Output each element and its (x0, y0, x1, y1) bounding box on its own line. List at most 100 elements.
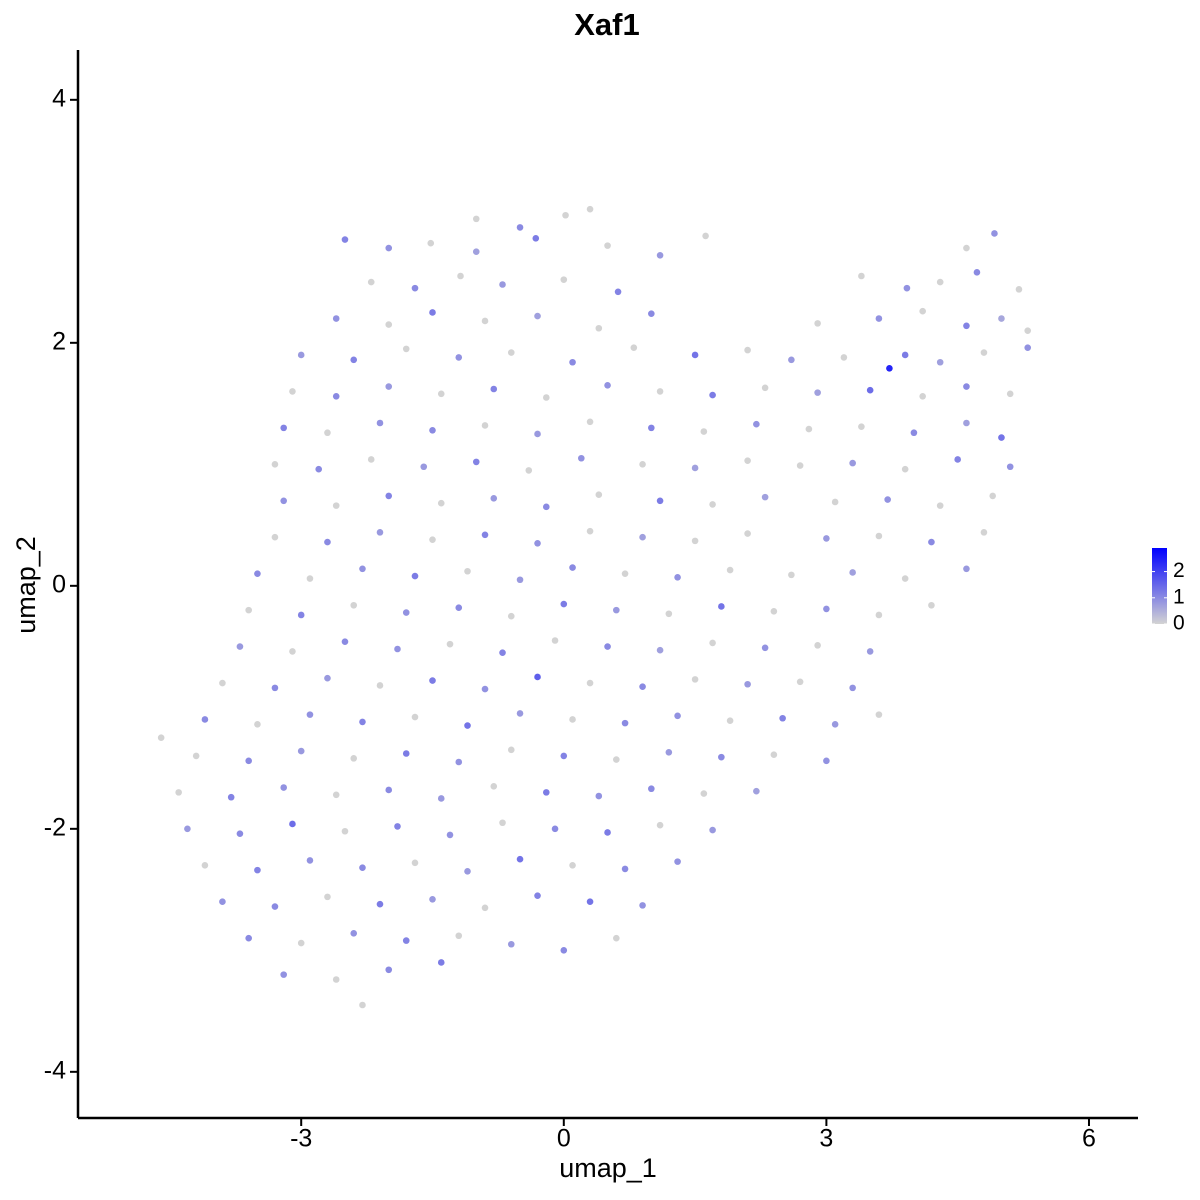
point (490, 783, 498, 790)
point (586, 418, 594, 426)
point (332, 791, 340, 799)
point (376, 419, 384, 427)
point (691, 464, 699, 472)
point (376, 682, 384, 689)
point (886, 365, 893, 372)
point (936, 278, 944, 286)
point (324, 674, 331, 682)
point (656, 388, 664, 395)
colorbar-label: 1 (1173, 585, 1185, 608)
point (481, 422, 489, 429)
point (875, 611, 883, 619)
point (744, 346, 751, 354)
point (691, 676, 699, 683)
point (656, 821, 664, 829)
point (744, 680, 751, 688)
point (315, 465, 323, 473)
point (700, 790, 708, 797)
point (534, 312, 541, 320)
point (192, 752, 200, 760)
point (639, 461, 646, 468)
point (507, 746, 515, 754)
point (639, 683, 646, 690)
point (919, 307, 926, 315)
point (516, 855, 524, 863)
point (227, 793, 235, 801)
point (954, 456, 961, 463)
point (297, 351, 305, 359)
point (402, 609, 410, 616)
point (341, 236, 349, 243)
point (385, 492, 393, 500)
point (621, 719, 629, 727)
point (586, 527, 594, 535)
point (928, 601, 935, 609)
point (385, 966, 393, 974)
point (280, 971, 287, 978)
point (446, 831, 454, 839)
point (490, 495, 498, 502)
point (507, 940, 515, 948)
point (297, 747, 305, 755)
point (157, 734, 165, 741)
point (332, 315, 340, 322)
point (569, 564, 576, 571)
point (532, 235, 540, 242)
point (534, 892, 541, 899)
point (481, 531, 489, 539)
point (831, 498, 839, 506)
point (359, 718, 366, 726)
point (499, 281, 506, 288)
point (411, 284, 419, 292)
point (429, 677, 436, 684)
point (691, 351, 699, 359)
point (271, 461, 279, 468)
point (569, 358, 576, 366)
point (718, 603, 725, 610)
point (1024, 344, 1032, 351)
point (998, 434, 1005, 441)
point (324, 429, 331, 437)
point (586, 898, 594, 906)
point (332, 502, 340, 509)
x-tick-label: -3 (290, 1125, 312, 1153)
colorbar (1152, 548, 1167, 624)
point (709, 639, 716, 647)
point (332, 976, 340, 983)
point (367, 278, 375, 286)
point (306, 857, 314, 864)
point (980, 529, 988, 536)
point (595, 324, 603, 332)
point (901, 465, 909, 473)
point (280, 784, 287, 791)
point (936, 358, 944, 366)
point (455, 758, 463, 766)
chart-title: Xaf1 (574, 7, 639, 42)
point (998, 315, 1005, 322)
point (639, 533, 646, 541)
point (604, 643, 611, 650)
point (507, 612, 515, 620)
point (578, 454, 585, 462)
point (604, 242, 611, 249)
point (814, 320, 821, 327)
point (709, 391, 716, 399)
point (271, 903, 279, 910)
point (674, 574, 681, 581)
point (910, 429, 918, 437)
point (542, 394, 550, 401)
point (1024, 327, 1032, 334)
point (534, 539, 541, 547)
point (648, 424, 655, 432)
point (779, 714, 786, 722)
point (184, 825, 191, 833)
point (604, 829, 611, 836)
point (402, 750, 410, 757)
point (560, 600, 568, 608)
point (691, 537, 699, 545)
point (639, 902, 646, 909)
point (420, 463, 428, 471)
y-tick-label: -2 (44, 813, 66, 841)
x-tick-label: 3 (819, 1125, 833, 1153)
point (499, 819, 506, 827)
